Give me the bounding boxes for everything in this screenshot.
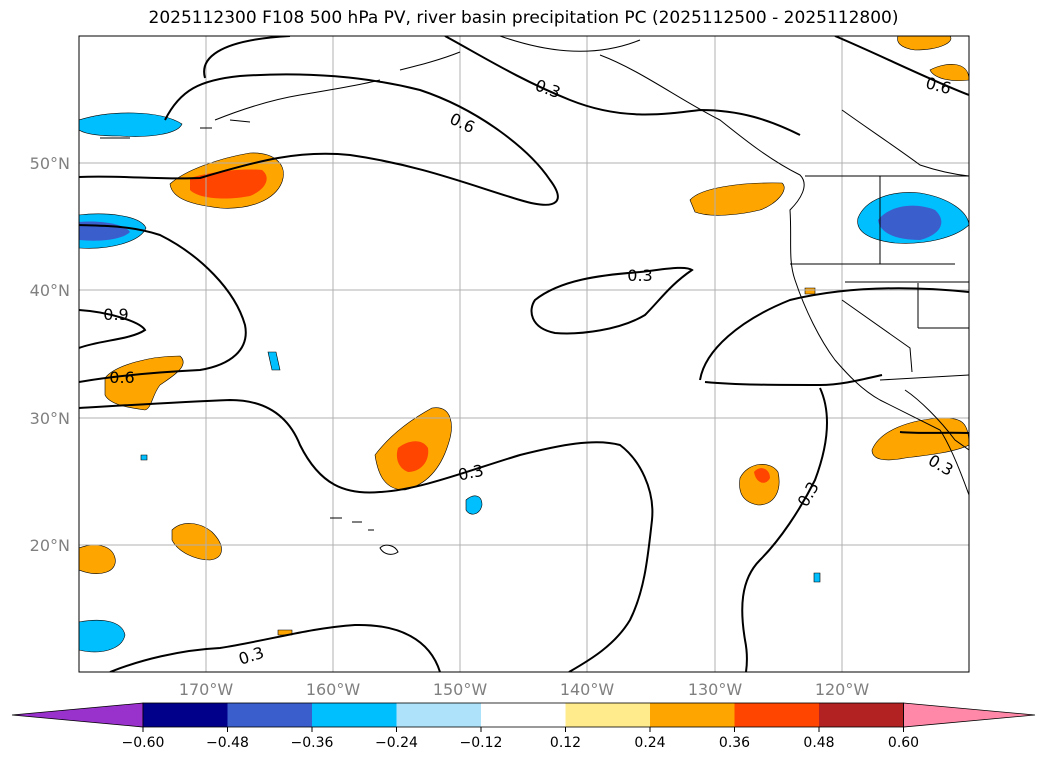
colorbar-segment <box>819 703 904 727</box>
contour-label: 0.3 <box>794 478 823 510</box>
precip-shading <box>79 36 969 653</box>
contour-label: 0.9 <box>103 305 128 324</box>
colorbar-tick-label: −0.60 <box>122 735 165 751</box>
lon-label: 130°W <box>688 680 743 699</box>
gridlines <box>79 36 969 672</box>
colorbar-segment <box>565 703 650 727</box>
shading-orange-far-sw <box>79 544 116 574</box>
shading-orange-sw <box>171 523 222 561</box>
contour-label: 0.3 <box>236 643 266 669</box>
colorbar: −0.60 −0.48 −0.36 −0.24 −0.12 0.12 0.24 0.36 0.4… <box>11 702 1036 751</box>
shading-orange-ne-pacific <box>689 182 785 216</box>
lon-label: 150°W <box>433 680 488 699</box>
colorbar-tick-label: 0.60 <box>888 735 919 751</box>
lat-label: 50°N <box>30 154 70 173</box>
shading-blue-hawaii <box>465 495 483 515</box>
colorbar-segment <box>396 703 481 727</box>
contour-label: 0.3 <box>456 461 485 485</box>
colorbar-tick-label: −0.48 <box>206 735 249 751</box>
lon-label: 140°W <box>560 680 615 699</box>
colorbar-segment <box>312 703 397 727</box>
colorbar-extend-high <box>903 702 1036 728</box>
map-frame <box>78 35 970 673</box>
colorbar-segment <box>481 703 566 727</box>
colorbar-frame <box>142 702 904 728</box>
colorbar-tick-label: 0.36 <box>719 735 750 751</box>
lon-label: 160°W <box>306 680 361 699</box>
colorbar-tick-label: 0.12 <box>550 735 581 751</box>
colorbar-tick-label: 0.48 <box>803 735 834 751</box>
colorbar-tick-label: −0.36 <box>291 735 334 751</box>
lat-label: 20°N <box>30 536 70 555</box>
lon-labels: 170°W 160°W 150°W 140°W 130°W 120°W <box>179 680 870 699</box>
contour-label: 0.3 <box>533 76 563 103</box>
colorbar-extend-low <box>11 702 144 728</box>
colorbar-segment <box>650 703 735 727</box>
colorbar-tick-label: −0.12 <box>460 735 503 751</box>
colorbar-tick-label: −0.24 <box>375 735 418 751</box>
contour-label: 0.3 <box>627 266 652 285</box>
colorbar-segment <box>734 703 819 727</box>
colorbar-tick-label: 0.24 <box>634 735 665 751</box>
colorbar-segment <box>227 703 312 727</box>
lon-label: 170°W <box>179 680 234 699</box>
shading-blue-nw <box>79 112 183 137</box>
map-area: 0.3 0.6 0.3 0.9 0.6 0.3 0.3 0.3 0.6 0.3 <box>79 36 969 672</box>
shading-blue-far-sw <box>79 619 126 653</box>
pv-contours <box>79 36 969 672</box>
map-title: 2025112300 F108 500 hPa PV, river basin … <box>148 8 899 28</box>
lat-label: 30°N <box>30 409 70 428</box>
shading-orange-ne-corner <box>897 36 952 51</box>
shading-orange-midwest <box>104 355 184 411</box>
coastlines <box>100 36 969 555</box>
lon-label: 120°W <box>815 680 870 699</box>
lat-label: 40°N <box>30 281 70 300</box>
colorbar-segment <box>143 703 228 727</box>
lat-labels: 50°N 40°N 30°N 20°N <box>30 154 70 555</box>
contour-label: 0.6 <box>109 368 134 387</box>
